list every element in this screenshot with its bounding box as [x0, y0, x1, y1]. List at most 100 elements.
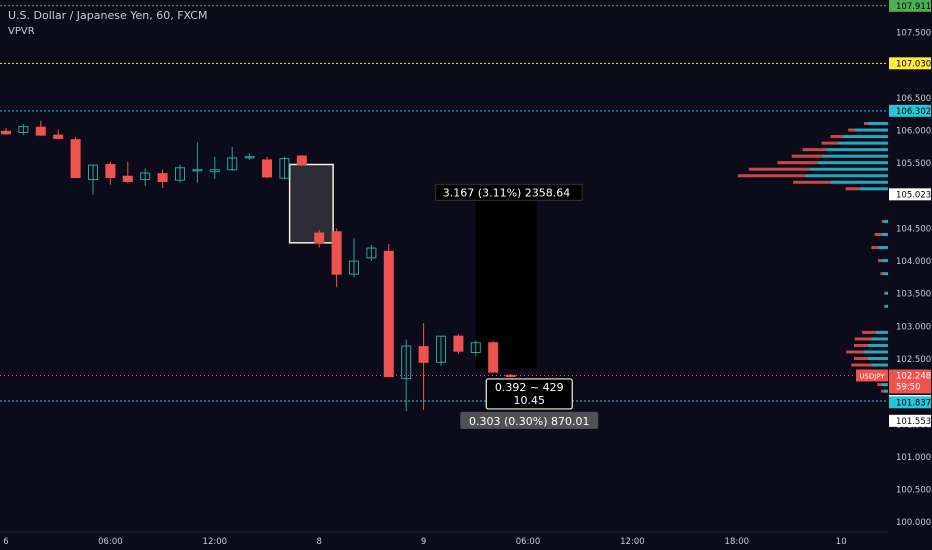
- candle-body: [331, 231, 342, 275]
- range-info-line2: 10.45: [513, 394, 545, 407]
- y-tick-label: 104.500: [896, 224, 931, 234]
- candle-body: [18, 126, 29, 134]
- selection-box: [288, 163, 334, 244]
- measure-label: 3.167 (3.11%) 2358.64: [443, 186, 571, 199]
- candle-body: [175, 167, 185, 181]
- volume-profile-bar: [846, 350, 864, 354]
- level-badge-label: 101.837: [896, 398, 931, 408]
- volume-profile-bar: [859, 187, 888, 191]
- candle-body: [209, 169, 220, 173]
- volume-profile-bar: [867, 357, 888, 361]
- candle-body: [366, 247, 377, 259]
- y-tick-label: 101.000: [896, 453, 931, 463]
- volume-profile-bar: [867, 343, 888, 347]
- level-badge-label: 106.302: [896, 107, 931, 117]
- volume-profile-bar: [855, 128, 888, 132]
- volume-profile-bar: [874, 232, 882, 236]
- volume-profile-bar: [880, 272, 884, 276]
- volume-profile-bar: [871, 337, 888, 341]
- y-tick-label: 103.000: [896, 322, 931, 332]
- y-tick-label: 100.500: [896, 486, 931, 496]
- candle-body: [262, 159, 272, 178]
- volume-profile-bar: [777, 161, 818, 165]
- volume-profile-bar: [885, 304, 888, 308]
- x-tick-label: 06:00: [98, 537, 123, 547]
- candle-body: [470, 342, 481, 353]
- candle-body: [105, 163, 116, 179]
- level-badge-label: 107.030: [896, 59, 931, 69]
- candle-body: [244, 156, 255, 159]
- range-label-box: [460, 411, 599, 429]
- x-tick-label: 8: [316, 537, 321, 547]
- candle-body: [1, 130, 11, 135]
- volume-profile-bar: [881, 259, 888, 263]
- volume-profile-bar: [793, 180, 831, 184]
- candle-body: [88, 164, 98, 181]
- volume-profile-bar: [878, 259, 882, 263]
- candle-body: [192, 169, 203, 172]
- volume-profile-bar: [830, 180, 888, 184]
- volume-profile-bar: [853, 343, 868, 347]
- volume-profile-bar: [842, 135, 888, 139]
- volume-profile-bar: [748, 167, 810, 171]
- x-tick-label: 18:00: [725, 537, 750, 547]
- y-tick-label: 100.000: [896, 518, 931, 528]
- candle-body: [53, 134, 64, 139]
- candle-body: [227, 157, 238, 171]
- volume-profile-bar: [883, 389, 888, 393]
- chart-title: U.S. Dollar / Japanese Yen, 60, FXCM: [8, 9, 208, 22]
- level-badge: [889, 396, 931, 409]
- y-tick-label: 104.000: [896, 257, 931, 267]
- symbol-badge-label: USDJPY: [859, 372, 885, 380]
- volume-profile-bar: [875, 330, 888, 334]
- x-tick-label: 12:00: [203, 537, 228, 547]
- level-badge-label: 101.553: [896, 417, 931, 427]
- volume-profile-bar: [885, 291, 888, 295]
- volume-profile-bar: [830, 135, 843, 139]
- volume-profile-bar: [881, 219, 884, 223]
- volume-profile-bar: [809, 167, 888, 171]
- volume-profile-bar: [862, 330, 876, 334]
- countdown-label: 59:50: [896, 382, 921, 392]
- level-badge: [889, 0, 931, 12]
- y-tick-label: 102.500: [896, 355, 931, 365]
- candle-body: [505, 374, 516, 378]
- volume-profile-bar: [867, 122, 888, 126]
- volume-profile-bar: [863, 350, 888, 354]
- volume-profile-bar: [871, 246, 879, 250]
- volume-profile-bar: [845, 187, 860, 191]
- y-tick-label: 103.500: [896, 290, 931, 300]
- current-price-badge: [889, 369, 931, 394]
- y-tick-label: 106.000: [896, 127, 931, 137]
- volume-profile-bar: [838, 141, 888, 145]
- candle-body: [453, 335, 464, 352]
- volume-profile-bar: [805, 174, 888, 178]
- indicator-label: VPVR: [8, 26, 35, 37]
- volume-profile-bar: [738, 174, 806, 178]
- volume-profile-bar: [822, 154, 888, 158]
- volume-profile-bar: [826, 148, 888, 152]
- candle-body: [35, 126, 46, 136]
- volume-profile-bar: [881, 232, 888, 236]
- x-tick-label: 06:00: [516, 537, 541, 547]
- x-tick-label: 12:00: [620, 537, 645, 547]
- y-tick-label: 106.500: [896, 94, 931, 104]
- level-badge-label: 107.911: [896, 2, 931, 12]
- symbol-badge: [856, 369, 888, 382]
- y-tick-label: 107.500: [896, 29, 931, 39]
- volume-profile-bar: [817, 161, 888, 165]
- level-badge-label: 105.023: [896, 190, 931, 200]
- candle-body: [401, 345, 412, 380]
- candle-body: [279, 158, 290, 179]
- candle-body: [122, 175, 133, 182]
- candle-body: [383, 250, 394, 378]
- candle-body: [296, 155, 307, 165]
- level-badge: [889, 57, 931, 70]
- price-axis: [888, 0, 932, 550]
- volume-profile-bar: [854, 337, 872, 341]
- y-tick-label: 105.500: [896, 159, 931, 169]
- volume-profile-bar: [884, 304, 886, 308]
- volume-profile: [738, 122, 888, 393]
